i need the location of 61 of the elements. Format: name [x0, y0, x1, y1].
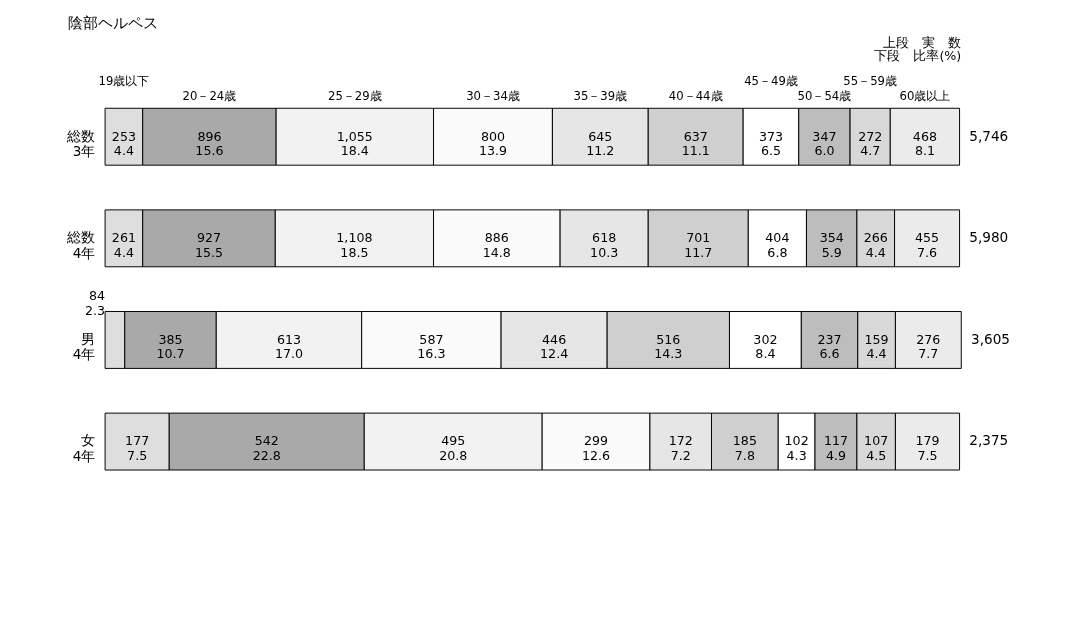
- data-label: 927 15.5: [194, 230, 224, 260]
- text: 下段 比率(%): [874, 48, 962, 64]
- data-label: 179 7.5: [915, 433, 940, 464]
- text: 5,746: [969, 127, 1009, 144]
- data-label: 266 4.4: [863, 230, 888, 260]
- data-label: 102 4.3: [784, 433, 809, 464]
- data-label: 261 4.4: [111, 230, 136, 260]
- text: 上段 実 数: [883, 34, 962, 50]
- data-label: 354 5.9: [819, 230, 844, 260]
- data-label: 159 4.4: [864, 331, 889, 362]
- data-label: 613 17.0: [274, 331, 304, 362]
- data-label: 618 10.3: [590, 230, 619, 260]
- series-label: 60歳以上: [899, 89, 951, 104]
- data-label: 237 6.6: [817, 331, 842, 362]
- data-label: 516 14.3: [654, 331, 683, 362]
- data-label: 468 8.1: [912, 128, 937, 159]
- series-label: 30－34歳: [466, 89, 520, 104]
- data-label: 886 14.8: [482, 230, 511, 260]
- series-label: 35－39歳: [573, 89, 628, 104]
- data-label: 587 16.3: [417, 331, 446, 362]
- data-label: 495 20.8: [439, 433, 468, 464]
- data-label: 299 12.6: [581, 433, 611, 464]
- y-tick-label: 女 4年: [72, 432, 96, 465]
- series-label: 25－29歳: [328, 89, 382, 104]
- data-label: 185 7.8: [732, 433, 757, 464]
- data-label: 276 7.7: [916, 331, 941, 362]
- series-label: 55－59歳: [843, 74, 898, 89]
- data-label: 542 22.8: [252, 433, 281, 464]
- data-label: 404 6.8: [765, 230, 790, 260]
- data-label: 1,108 18.5: [336, 230, 373, 260]
- series-label: 19歳以下: [98, 74, 150, 89]
- data-label: 272 4.7: [858, 128, 883, 159]
- data-label: 84 2.3: [85, 288, 106, 319]
- data-label: 455 7.6: [915, 230, 940, 260]
- data-label: 800 13.9: [478, 128, 508, 159]
- data-label: 302 8.4: [753, 331, 778, 362]
- data-label: 373 6.5: [758, 128, 784, 159]
- text: 5,980: [969, 229, 1009, 246]
- y-tick-label: 総数 4年: [66, 229, 96, 261]
- data-label: 117 4.9: [823, 433, 849, 464]
- series-label: 20－24歳: [182, 89, 237, 104]
- data-label: 253 4.4: [111, 128, 136, 159]
- data-label: 177 7.5: [125, 433, 150, 464]
- series-label: 45－49歳: [744, 74, 798, 89]
- data-label: 896 15.6: [195, 128, 224, 159]
- text: 3,605: [971, 330, 1010, 347]
- data-label: 637 11.1: [681, 128, 710, 159]
- series-label: 40－44歳: [668, 89, 723, 104]
- data-label: 107 4.5: [864, 433, 889, 464]
- data-label: 446 12.4: [540, 331, 569, 362]
- series-label: 50－54歳: [797, 89, 852, 104]
- data-label: 701 11.7: [684, 230, 713, 260]
- text: 2,375: [969, 432, 1009, 449]
- data-label: 385 10.7: [156, 331, 185, 362]
- data-label: 347 6.0: [812, 128, 837, 159]
- y-tick-label: 総数 3年: [66, 127, 96, 160]
- data-label: 645 11.2: [586, 128, 615, 159]
- data-label: 1,055 18.4: [336, 128, 373, 159]
- y-tick-label: 男 4年: [72, 330, 96, 363]
- data-label: 172 7.2: [668, 433, 693, 464]
- chart-title: 陰部ヘルペス: [68, 14, 159, 32]
